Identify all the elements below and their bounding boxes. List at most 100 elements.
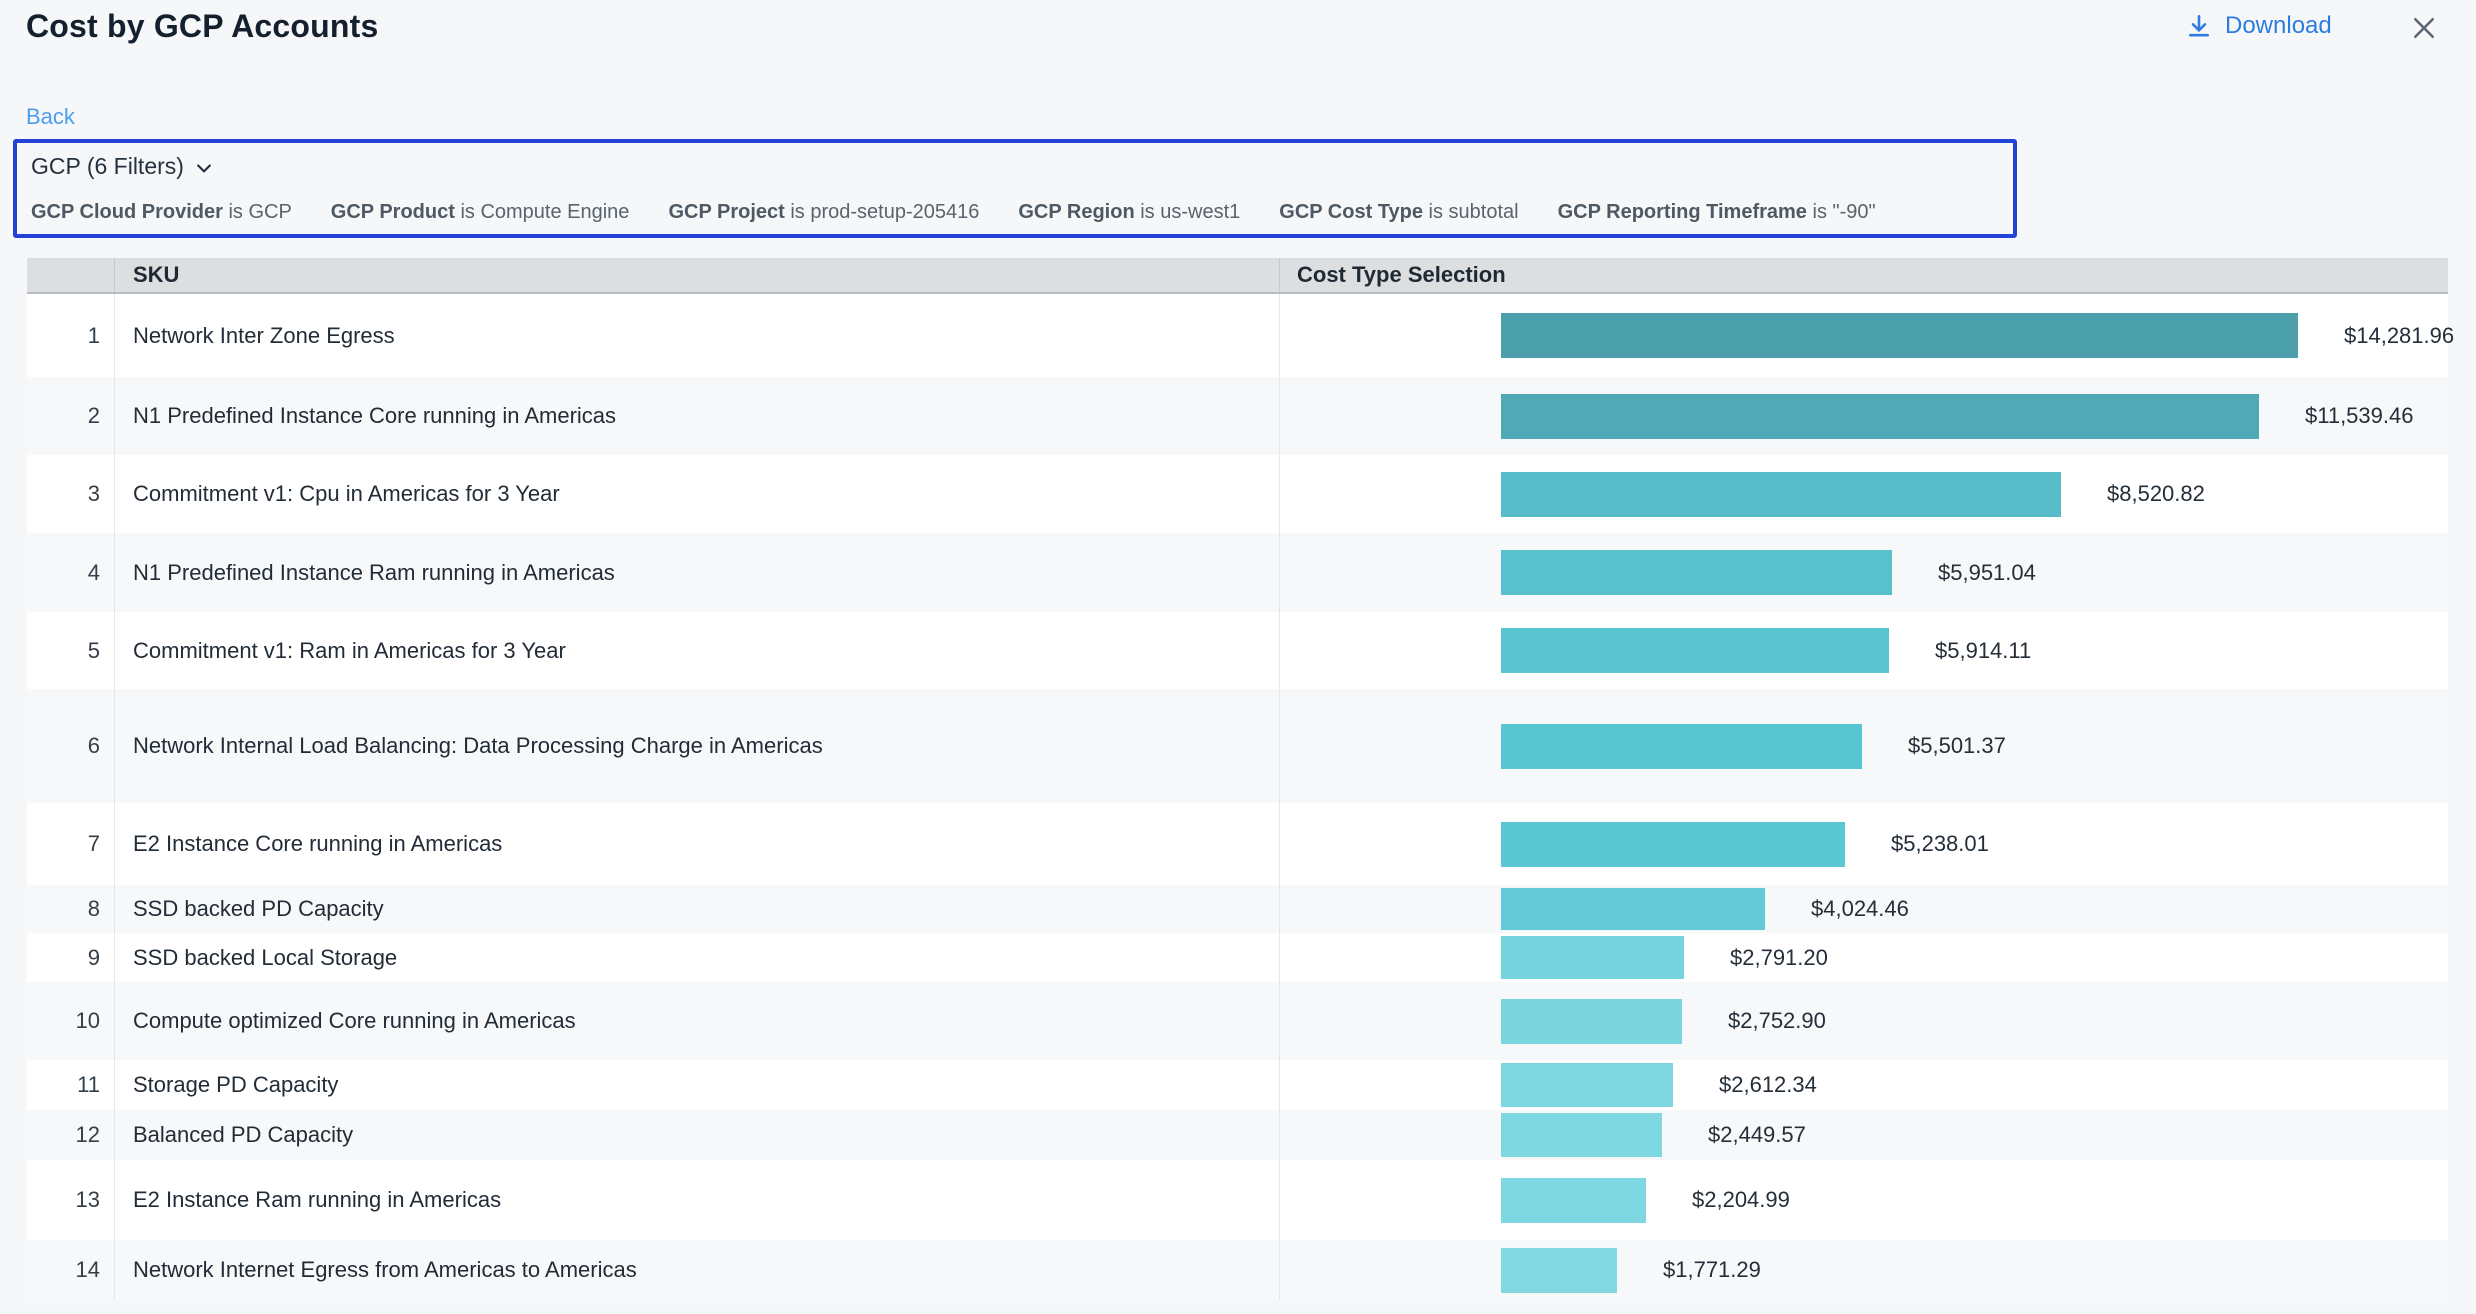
cost-bar xyxy=(1501,888,1765,930)
filter-chip: GCP Product is Compute Engine xyxy=(331,201,630,224)
bar-track: $5,501.37 xyxy=(1501,723,2439,769)
filter-chip-name: GCP Reporting Timeframe xyxy=(1557,201,1807,223)
bar-track: $8,520.82 xyxy=(1501,471,2439,517)
cost-value: $2,752.90 xyxy=(1728,1008,1826,1033)
cost-bar xyxy=(1501,723,1862,769)
cost-bar xyxy=(1501,1177,1646,1223)
row-bar-cell: $5,951.04 xyxy=(1279,533,2448,612)
filter-chip-name: GCP Project xyxy=(668,201,785,223)
bar-track: $2,204.99 xyxy=(1501,1177,2439,1223)
row-rank: 9 xyxy=(87,944,100,970)
bar-track: $2,612.34 xyxy=(1501,1063,2439,1107)
filter-chip: GCP Cost Type is subtotal xyxy=(1279,201,1518,224)
row-rank: 2 xyxy=(87,403,100,428)
row-bar-cell: $2,752.90 xyxy=(1279,982,2448,1060)
cost-value: $11,539.46 xyxy=(2305,403,2414,428)
cost-value: $5,951.04 xyxy=(1938,559,2036,585)
cost-bar xyxy=(1501,1113,1662,1157)
column-header-sku: SKU xyxy=(114,258,1279,292)
filter-chip: GCP Region is us-west1 xyxy=(1018,201,1240,224)
table-row[interactable]: 3 Commitment v1: Cpu in Americas for 3 Y… xyxy=(27,455,2448,533)
cost-bar xyxy=(1501,1063,1673,1107)
row-rank: 3 xyxy=(87,481,100,506)
cost-value: $5,501.37 xyxy=(1908,733,2006,758)
row-rank: 13 xyxy=(75,1187,100,1212)
back-link[interactable]: Back xyxy=(26,104,75,129)
row-bar-cell: $5,501.37 xyxy=(1279,689,2448,803)
chevron-down-icon xyxy=(194,155,214,178)
table-row[interactable]: 10 Compute optimized Core running in Ame… xyxy=(27,982,2448,1060)
row-bar-cell: $2,204.99 xyxy=(1279,1160,2448,1240)
filter-chip-list: GCP Cloud Provider is GCP GCP Product is… xyxy=(31,201,1999,224)
cost-value: $2,791.20 xyxy=(1730,944,1828,970)
row-bar-cell: $14,281.96 xyxy=(1279,294,2454,377)
cost-value: $2,612.34 xyxy=(1719,1072,1817,1097)
bar-track: $5,914.11 xyxy=(1501,628,2439,673)
table-row[interactable]: 12 Balanced PD Capacity $2,449.57 xyxy=(27,1110,2448,1160)
bar-track: $2,449.57 xyxy=(1501,1113,2439,1157)
table-row[interactable]: 2 N1 Predefined Instance Core running in… xyxy=(27,377,2448,455)
filter-chip-name: GCP Cost Type xyxy=(1279,201,1423,223)
close-icon[interactable] xyxy=(2404,8,2444,48)
filter-chip: GCP Cloud Provider is GCP xyxy=(31,201,292,224)
table-header: SKU Cost Type Selection xyxy=(27,258,2448,294)
filter-summary-label: GCP (6 Filters) xyxy=(31,153,184,179)
cost-value: $5,914.11 xyxy=(1935,637,2032,663)
row-sku: N1 Predefined Instance Ram running in Am… xyxy=(114,533,1279,612)
row-sku: Commitment v1: Cpu in Americas for 3 Yea… xyxy=(114,455,1279,533)
column-header-cost-type: Cost Type Selection xyxy=(1279,258,2448,292)
filter-chip-name: GCP Cloud Provider xyxy=(31,201,223,223)
row-sku: Balanced PD Capacity xyxy=(114,1110,1279,1160)
row-bar-cell: $5,238.01 xyxy=(1279,803,2448,885)
bar-track: $2,752.90 xyxy=(1501,998,2439,1044)
table-row[interactable]: 13 E2 Instance Ram running in Americas $… xyxy=(27,1160,2448,1240)
row-sku: E2 Instance Ram running in Americas xyxy=(114,1160,1279,1240)
row-bar-cell: $5,914.11 xyxy=(1279,612,2448,689)
table-row[interactable]: 8 SSD backed PD Capacity $4,024.46 xyxy=(27,885,2448,933)
cost-bar xyxy=(1501,471,2061,517)
filter-chip-condition: is Compute Engine xyxy=(454,201,630,223)
cost-value: $2,204.99 xyxy=(1692,1187,1790,1212)
table-row[interactable]: 5 Commitment v1: Ram in Americas for 3 Y… xyxy=(27,612,2448,689)
filter-chip: GCP Project is prod-setup-205416 xyxy=(668,201,979,224)
cost-bar xyxy=(1501,628,1889,673)
cost-bar xyxy=(1501,313,2298,358)
row-sku: SSD backed PD Capacity xyxy=(114,885,1279,933)
row-bar-cell: $1,771.29 xyxy=(1279,1240,2448,1300)
filter-chip-name: GCP Product xyxy=(330,201,455,223)
table-row[interactable]: 4 N1 Predefined Instance Ram running in … xyxy=(27,533,2448,612)
filter-summary-dropdown[interactable]: GCP (6 Filters) xyxy=(31,153,214,180)
cost-value: $5,238.01 xyxy=(1891,831,1989,856)
cost-bar xyxy=(1501,998,1682,1044)
table-row[interactable]: 6 Network Internal Load Balancing: Data … xyxy=(27,689,2448,803)
row-sku: SSD backed Local Storage xyxy=(114,933,1279,982)
table-row[interactable]: 9 SSD backed Local Storage $2,791.20 xyxy=(27,933,2448,982)
table-row[interactable]: 14 Network Internet Egress from Americas… xyxy=(27,1240,2448,1300)
bar-track: $1,771.29 xyxy=(1501,1247,2439,1293)
row-rank: 5 xyxy=(87,637,100,663)
row-bar-cell: $8,520.82 xyxy=(1279,455,2448,533)
cost-bar xyxy=(1501,1247,1617,1293)
filter-chip-condition: is "-90" xyxy=(1806,201,1876,223)
cost-value: $8,520.82 xyxy=(2107,481,2205,506)
row-rank: 7 xyxy=(87,831,100,856)
cost-value: $2,449.57 xyxy=(1708,1122,1806,1147)
table-row[interactable]: 11 Storage PD Capacity $2,612.34 xyxy=(27,1060,2448,1110)
table-row[interactable]: 7 E2 Instance Core running in Americas $… xyxy=(27,803,2448,885)
row-bar-cell: $11,539.46 xyxy=(1279,377,2448,455)
row-rank: 1 xyxy=(87,322,100,348)
cost-bar xyxy=(1501,550,1892,595)
table-row[interactable]: 1 Network Inter Zone Egress $14,281.96 xyxy=(27,294,2454,377)
row-sku: Storage PD Capacity xyxy=(114,1060,1279,1110)
row-sku: Commitment v1: Ram in Americas for 3 Yea… xyxy=(114,612,1279,689)
row-bar-cell: $2,449.57 xyxy=(1279,1110,2448,1160)
row-rank: 4 xyxy=(87,559,100,585)
page-title: Cost by GCP Accounts xyxy=(26,8,379,44)
download-button[interactable]: Download xyxy=(2186,12,2332,40)
row-sku: N1 Predefined Instance Core running in A… xyxy=(114,377,1279,455)
cost-bar xyxy=(1501,393,2259,439)
bar-track: $14,281.96 xyxy=(1501,313,2454,358)
filter-chip: GCP Reporting Timeframe is "-90" xyxy=(1558,201,1876,224)
row-rank: 10 xyxy=(75,1008,100,1033)
row-rank: 14 xyxy=(75,1257,100,1282)
